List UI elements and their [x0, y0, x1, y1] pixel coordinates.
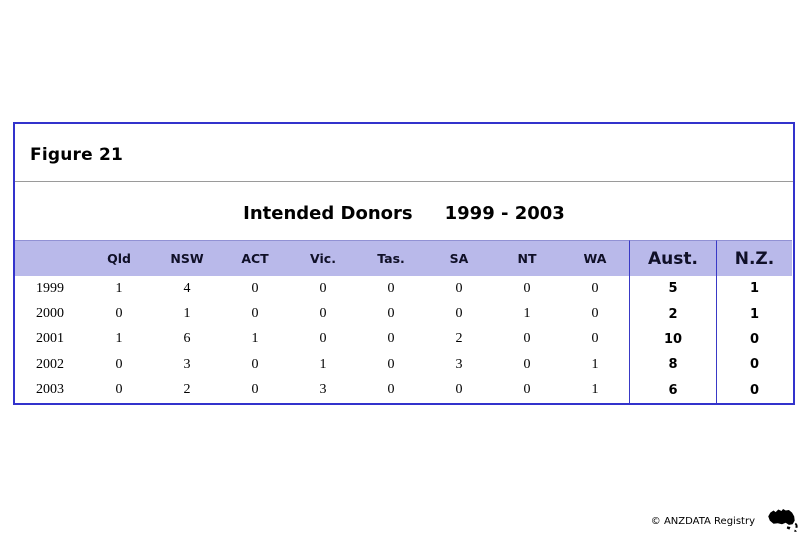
- column-header: NT: [493, 240, 561, 276]
- value-cell: 1: [251, 331, 259, 347]
- value-cell: 0: [591, 306, 599, 322]
- value-cell: 3: [455, 356, 463, 372]
- value-cell: 0: [387, 356, 395, 372]
- value-cell: 0: [387, 382, 395, 398]
- year-cell: 2002: [36, 356, 64, 372]
- year-cell: 1999: [36, 280, 64, 296]
- value-cell: 0: [251, 280, 259, 296]
- value-cell: 6: [629, 377, 716, 403]
- value-cell: 0: [523, 356, 531, 372]
- value-cell: 0: [716, 377, 792, 403]
- column-header: Qld: [85, 240, 153, 276]
- value-cell: 2: [455, 331, 463, 347]
- value-cell: 0: [591, 331, 599, 347]
- value-cell: 0: [523, 382, 531, 398]
- value-cell: 5: [629, 276, 716, 302]
- value-cell: 0: [251, 306, 259, 322]
- value-cell: 1: [716, 301, 792, 327]
- value-cell: 0: [387, 306, 395, 322]
- table-title-range: 1999 - 2003: [444, 203, 565, 224]
- value-cell: 1: [183, 306, 191, 322]
- value-cell: 0: [319, 306, 327, 322]
- copyright-text: © ANZDATA Registry: [650, 516, 755, 527]
- value-cell: 6: [183, 331, 191, 347]
- value-cell: 3: [319, 382, 327, 398]
- value-cell: 1: [115, 280, 123, 296]
- year-cell: 2001: [36, 331, 64, 347]
- value-cell: 0: [319, 331, 327, 347]
- value-cell: 4: [183, 280, 191, 296]
- value-cell: 0: [455, 280, 463, 296]
- value-cell: 0: [387, 331, 395, 347]
- value-cell: 0: [251, 382, 259, 398]
- value-cell: 0: [716, 326, 792, 353]
- australia-nz-map-icon: [768, 508, 798, 532]
- value-cell: 2: [183, 382, 191, 398]
- figure-divider: [15, 181, 793, 182]
- value-cell: 1: [591, 382, 599, 398]
- value-cell: 0: [251, 356, 259, 372]
- value-cell: 2: [629, 301, 716, 327]
- value-cell: 10: [629, 326, 716, 353]
- value-cell: 0: [523, 280, 531, 296]
- footer: © ANZDATA Registry: [651, 505, 800, 533]
- column-header: NSW: [153, 240, 221, 276]
- value-cell: 0: [523, 331, 531, 347]
- value-cell: 0: [319, 280, 327, 296]
- value-cell: 1: [319, 356, 327, 372]
- year-cell: 2000: [36, 306, 64, 322]
- column-header: Tas.: [357, 240, 425, 276]
- year-cell: 2003: [36, 382, 64, 398]
- table-title-text: Intended Donors: [243, 203, 413, 224]
- column-header: SA: [425, 240, 493, 276]
- value-cell: 1: [716, 276, 792, 302]
- value-cell: 0: [455, 382, 463, 398]
- year-column-header: [15, 240, 85, 276]
- value-cell: 1: [115, 331, 123, 347]
- figure-label: Figure 21: [30, 145, 124, 165]
- value-cell: 0: [716, 352, 792, 378]
- column-header: Aust.: [629, 240, 716, 276]
- value-cell: 0: [387, 280, 395, 296]
- value-cell: 0: [455, 306, 463, 322]
- column-header: Vic.: [289, 240, 357, 276]
- value-cell: 0: [591, 280, 599, 296]
- value-cell: 0: [115, 356, 123, 372]
- figure-box: Figure 21 Intended Donors 1999 - 2003 Ql…: [13, 122, 795, 405]
- table-title: Intended Donors 1999 - 2003: [15, 203, 793, 224]
- donor-table: Qld NSW ACT Vic. Tas. SA NT WA Aust. N.Z. 1999 1 4 0 0…: [15, 240, 793, 403]
- value-cell: 1: [523, 306, 531, 322]
- column-header: WA: [561, 240, 629, 276]
- value-cell: 8: [629, 352, 716, 378]
- value-cell: 0: [115, 382, 123, 398]
- column-header: ACT: [221, 240, 289, 276]
- value-cell: 3: [183, 356, 191, 372]
- value-cell: 0: [115, 306, 123, 322]
- column-header: N.Z.: [716, 240, 792, 276]
- value-cell: 1: [591, 356, 599, 372]
